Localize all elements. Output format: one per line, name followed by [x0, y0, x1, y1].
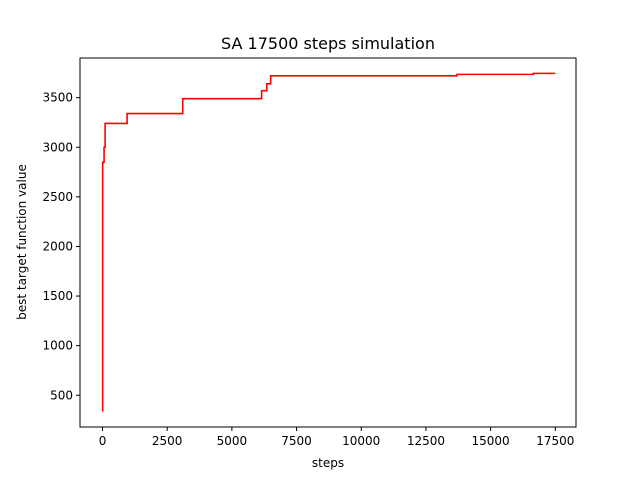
x-tick-label: 7500 — [281, 434, 312, 448]
x-tick-label: 0 — [99, 434, 107, 448]
series-line — [101, 72, 556, 412]
y-tick-label: 3000 — [42, 140, 73, 154]
x-axis-label: steps — [312, 456, 344, 470]
x-tick-label: 17500 — [536, 434, 574, 448]
x-tick-label: 15000 — [472, 434, 510, 448]
y-tick-label: 1000 — [42, 339, 73, 353]
x-tick-label: 10000 — [342, 434, 380, 448]
plot-area — [101, 72, 556, 412]
y-tick-label: 2000 — [42, 239, 73, 253]
x-tick-label: 12500 — [407, 434, 445, 448]
y-tick-label: 1500 — [42, 289, 73, 303]
y-tick-label: 500 — [50, 388, 73, 402]
x-axis-ticks: 0 2500 5000 7500 10000 12500 15000 17500 — [99, 427, 574, 448]
x-tick-label: 5000 — [217, 434, 248, 448]
chart-title: SA 17500 steps simulation — [221, 34, 435, 53]
y-tick-label: 2500 — [42, 190, 73, 204]
y-tick-label: 3500 — [42, 91, 73, 105]
y-axis-ticks: 500 1000 1500 2000 2500 3000 3500 — [42, 91, 80, 402]
plot-frame — [79, 57, 577, 428]
x-tick-label: 2500 — [152, 434, 183, 448]
y-axis-label: best target function value — [15, 164, 29, 320]
